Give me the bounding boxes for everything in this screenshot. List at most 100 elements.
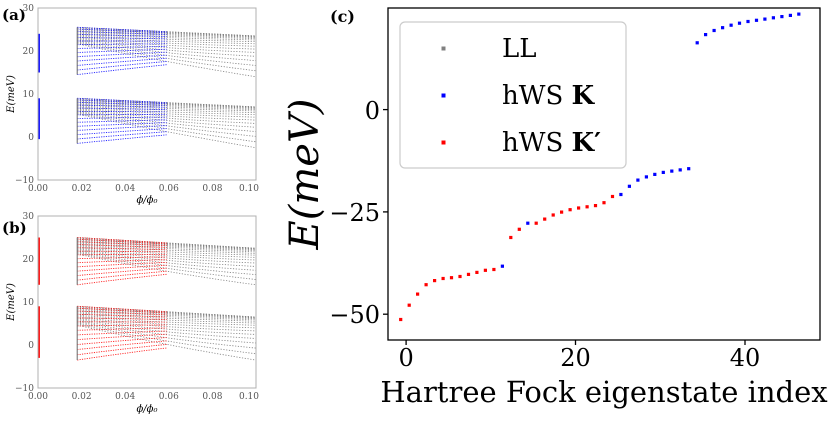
panel-c-ytick-label: −25 — [329, 199, 380, 227]
panel-a-xtick-label: 0.08 — [202, 184, 222, 194]
point-hws-kprime — [594, 204, 597, 207]
point-hws-k — [789, 14, 792, 17]
panel-a-x-ticks: 0.00 0.02 0.04 0.06 0.08 0.10 — [28, 184, 259, 194]
panel-b: (b) −10 0 10 20 30 0.00 0.02 0.04 0.06 0… — [2, 212, 259, 415]
panel-b-hws-level — [77, 341, 166, 350]
panel-a-ll-level — [77, 43, 256, 71]
point-hws-kprime — [586, 205, 589, 208]
panel-a-hws-level — [77, 61, 166, 70]
point-hws-k — [670, 170, 673, 173]
point-hws-kprime — [509, 236, 512, 239]
panel-a-hws-level — [77, 126, 166, 131]
point-hws-k — [645, 175, 648, 178]
panel-a-xlabel: ϕ/ϕ₀ — [136, 195, 157, 206]
point-hws-kprime — [442, 277, 445, 280]
panel-b-ytick-label: 20 — [23, 255, 35, 265]
panel-a-xtick-label: 0.00 — [28, 184, 48, 194]
point-hws-k — [696, 41, 699, 44]
panel-a-hws-level — [77, 129, 166, 135]
point-hws-k — [755, 19, 758, 22]
panel-b-ll-level — [77, 310, 256, 318]
point-hws-kprime — [433, 279, 436, 282]
panel-b-ytick-label: 10 — [23, 298, 35, 308]
point-hws-k — [501, 265, 504, 268]
panel-c-xtick-label: 0 — [398, 344, 413, 372]
panel-b-xtick-label: 0.00 — [28, 392, 48, 402]
point-hws-k — [619, 193, 622, 196]
panel-a-ylabel: E(meV) — [6, 75, 17, 114]
point-hws-kprime — [408, 304, 411, 307]
panel-c-ytick-label: 0 — [365, 97, 380, 125]
panel-a-ytick-label: 20 — [23, 47, 35, 57]
panel-b-hws-level — [77, 271, 166, 280]
point-hws-k — [628, 185, 631, 188]
panel-a: (a) −10 0 10 20 30 0.00 0.02 0.04 0.06 0… — [2, 4, 259, 206]
point-hws-kprime — [399, 318, 402, 321]
panel-b-xtick-label: 0.04 — [115, 392, 135, 402]
panel-c-xtick-label: 40 — [730, 344, 761, 372]
point-hws-kprime — [560, 211, 563, 214]
panel-b-xtick-label: 0.06 — [159, 392, 179, 402]
panel-a-ll-level — [77, 113, 256, 142]
point-hws-k — [730, 24, 733, 27]
panel-b-x-ticks: 0.00 0.02 0.04 0.06 0.08 0.10 — [28, 392, 259, 402]
panel-b-hws-level — [77, 265, 166, 271]
point-hws-k — [721, 26, 724, 29]
panel-c-y-ticks: 0 −25 −50 — [329, 97, 388, 329]
panel-a-xtick-label: 0.02 — [72, 184, 92, 194]
panel-b-fan — [77, 238, 256, 361]
legend-label-hws-kprime: hWS K′ — [502, 128, 601, 158]
point-hws-k — [704, 33, 707, 36]
point-hws-k — [746, 20, 749, 23]
panel-b-hws-level — [77, 348, 166, 360]
point-hws-k — [772, 16, 775, 19]
panel-a-hws-level — [77, 135, 166, 144]
panel-b-ll-level — [77, 324, 256, 354]
panel-a-y-ticks: −10 0 10 20 30 — [15, 4, 34, 186]
legend-marker-ll — [442, 47, 446, 51]
panel-b-xtick-label: 0.02 — [72, 392, 92, 402]
panel-b-xtick-label: 0.08 — [202, 392, 222, 402]
point-hws-kprime — [450, 276, 453, 279]
panel-b-xlabel: ϕ/ϕ₀ — [136, 404, 157, 415]
panel-b-ll-level — [77, 242, 256, 249]
point-hws-kprime — [569, 208, 572, 211]
panel-b-hws-level — [77, 268, 166, 275]
panel-b-hws-level — [77, 338, 166, 345]
panel-a-ytick-label: 10 — [23, 90, 35, 100]
point-hws-kprime — [543, 218, 546, 221]
point-hws-kprime — [518, 228, 521, 231]
panel-b-ytick-label: 30 — [23, 212, 35, 222]
panel-c-label: (c) — [330, 7, 355, 26]
panel-a-hws-level — [77, 65, 166, 75]
panel-b-hws-level — [77, 274, 166, 285]
legend-label-ll: LL — [502, 34, 537, 64]
panel-a-fan — [77, 27, 256, 148]
point-hws-kprime — [484, 269, 487, 272]
panel-b-ytick-label: 0 — [28, 341, 34, 351]
point-hws-kprime — [577, 206, 580, 209]
point-hws-kprime — [535, 222, 538, 225]
point-hws-k — [738, 22, 741, 25]
panel-a-ytick-label: 30 — [23, 4, 35, 14]
point-hws-kprime — [467, 273, 470, 276]
panel-c-x-ticks: 0 20 40 — [398, 340, 760, 372]
panel-a-ll-level — [77, 30, 256, 36]
panel-b-xtick-label: 0.10 — [239, 392, 259, 402]
panel-c-ylabel: E(meV) — [282, 99, 328, 251]
panel-b-y-ticks: −10 0 10 20 30 — [15, 212, 34, 394]
panel-c-xlabel: Hartree Fock eigenstate index — [380, 375, 827, 409]
panel-c-legend: LL hWS K hWS K′ — [400, 22, 626, 168]
legend-label-hws-k: hWS K — [502, 81, 596, 111]
point-hws-kprime — [602, 201, 605, 204]
panel-a-ll-level — [77, 101, 256, 107]
panel-c-ytick-label: −50 — [329, 301, 380, 329]
point-hws-k — [679, 168, 682, 171]
legend-marker-hws-k — [442, 94, 446, 98]
point-hws-k — [763, 18, 766, 21]
panel-a-xtick-label: 0.04 — [115, 184, 135, 194]
point-hws-kprime — [475, 271, 478, 274]
panel-a-hws-level — [77, 58, 166, 65]
